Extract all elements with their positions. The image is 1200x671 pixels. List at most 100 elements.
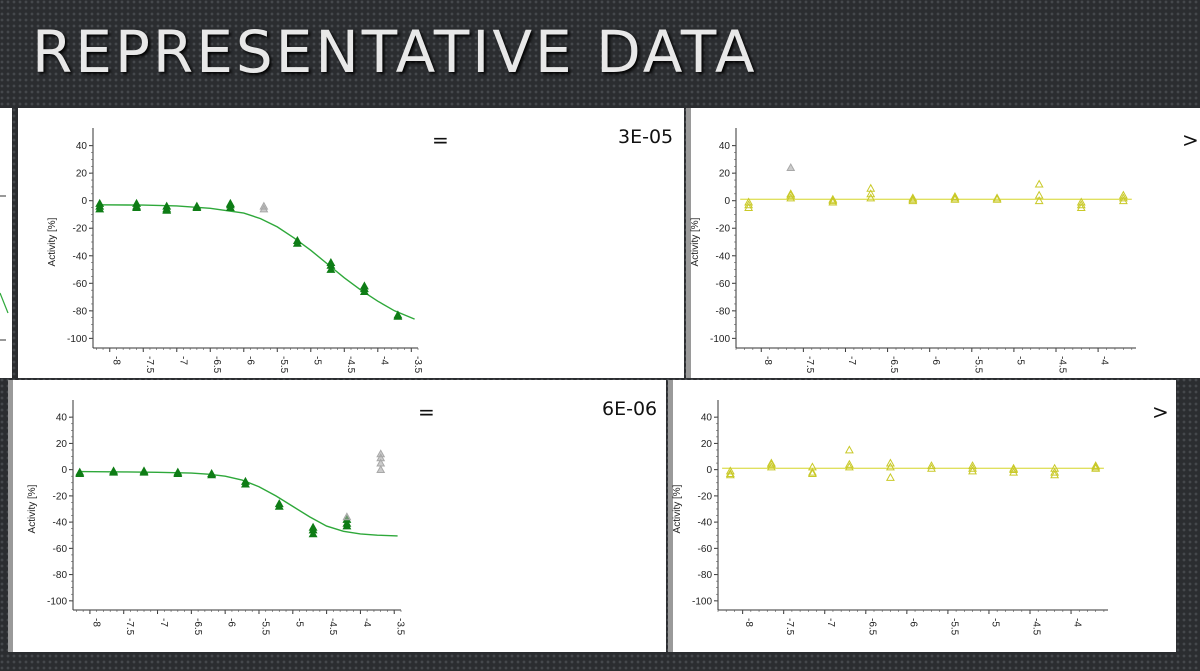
dose-response-chart-top-right: 40 20 0 -20 -40 -60 -80 -100 -8 -7.5 -7 -6.5 -6 -5.5 -… (690, 128, 1136, 374)
x-tick-label: -4 (378, 356, 389, 365)
x-tick-label: -4.5 (1031, 618, 1042, 636)
data-point (225, 202, 235, 211)
y-axis-label: Activity [%] (47, 217, 58, 266)
data-point (109, 467, 119, 476)
y-tick-label: 20 (56, 439, 68, 450)
x-tick-label: -5.5 (259, 618, 270, 636)
data-point (744, 202, 754, 211)
data-point (766, 462, 776, 471)
data-point (1034, 179, 1044, 188)
data-point (927, 463, 936, 472)
x-tick-label: -6.5 (211, 356, 222, 374)
data-point (192, 202, 202, 211)
y-tick-label: 20 (76, 169, 88, 180)
x-tick-label: -3.5 (412, 356, 423, 374)
data-point (207, 470, 217, 479)
x-tick-label: -6 (226, 618, 237, 627)
y-tick-label: -100 (710, 334, 730, 345)
y-tick-label: 20 (719, 169, 731, 180)
data-point (908, 193, 918, 202)
data-point (766, 459, 776, 468)
data-point (844, 462, 854, 471)
x-tick-label: -7.5 (144, 356, 155, 374)
data-point (1091, 462, 1101, 471)
y-tick-label: -100 (67, 334, 87, 345)
data-point (162, 205, 172, 214)
data-point (807, 467, 817, 476)
data-point (744, 200, 754, 209)
data-point (807, 462, 817, 471)
x-tick-label: -8 (762, 356, 773, 365)
data-point (1118, 190, 1128, 199)
data-point (866, 193, 876, 202)
data-point (1050, 467, 1060, 476)
x-tick-label: -6.5 (888, 356, 899, 374)
y-tick-label: 0 (706, 465, 712, 476)
x-tick-label: -3.5 (395, 618, 406, 636)
x-tick-label: -5 (311, 356, 322, 365)
annotation-greater-than: > (1182, 128, 1199, 152)
data-point (885, 458, 895, 467)
data-point (308, 529, 318, 538)
x-tick-label: -6 (244, 356, 255, 365)
x-tick-label: -7 (846, 356, 857, 365)
data-point (968, 466, 977, 475)
data-point (139, 467, 149, 476)
y-tick-label: -80 (73, 306, 88, 317)
data-point (132, 202, 142, 211)
data-point (1076, 202, 1086, 211)
data-point (1034, 190, 1044, 199)
data-point (992, 193, 1002, 202)
data-point (866, 183, 876, 192)
data-point (1076, 200, 1086, 209)
x-tick-label: -4.5 (327, 618, 338, 636)
data-point (95, 204, 105, 213)
data-point (885, 472, 895, 481)
data-point (807, 468, 817, 477)
dose-response-chart-bottom-right: 40 20 0 -20 -40 -60 -80 -100 -8 -7.5 -7 -6.5 -6 -5.5 -… (672, 400, 1108, 636)
x-tick-label: -7.5 (784, 618, 795, 636)
x-tick-label: -7.5 (124, 618, 135, 636)
data-point (326, 264, 336, 273)
y-tick-label: -100 (47, 596, 67, 607)
x-tick-label: -6.5 (866, 618, 877, 636)
x-tick-label: -5.5 (278, 356, 289, 374)
x-tick-label: -4 (361, 618, 372, 627)
excluded-data-point (376, 465, 386, 474)
data-point (292, 238, 302, 247)
data-point (1009, 465, 1019, 474)
y-tick-label: -40 (698, 518, 713, 529)
left-sliver-panel (0, 108, 12, 378)
data-point (844, 445, 854, 454)
data-point (359, 286, 369, 295)
x-tick-label: -5.5 (948, 618, 959, 636)
x-tick-label: -5 (989, 618, 1000, 627)
annotation-equals: = (418, 400, 435, 424)
y-tick-label: -20 (716, 224, 731, 235)
fit-curve (79, 470, 398, 537)
y-tick-label: 40 (701, 413, 713, 424)
x-tick-label: -8 (110, 356, 121, 365)
y-tick-label: -60 (53, 544, 68, 555)
y-tick-label: -20 (53, 491, 68, 502)
data-point (725, 466, 735, 475)
x-tick-label: -4 (1099, 356, 1110, 365)
dose-response-chart-bottom-left: 40 20 0 -20 -40 -60 -80 -100 -8 -7.5 -7 -6.5 -6 -5.5 -… (27, 400, 406, 636)
chart-panel-bottom-left: 40 20 0 -20 -40 -60 -80 -100 -8 -7.5 -7 -6.5 -6 -5.5 -… (8, 380, 666, 652)
chart-panel-bottom-right: 40 20 0 -20 -40 -60 -80 -100 -8 -7.5 -7 -6.5 -6 -5.5 -… (668, 380, 1176, 652)
x-tick-label: -4.5 (1057, 356, 1068, 374)
data-point (173, 468, 183, 477)
y-tick-label: -40 (73, 251, 88, 262)
data-point (342, 521, 352, 530)
data-point (950, 191, 960, 200)
slide-title: REPRESENTATIVE DATA (32, 18, 758, 86)
potency-value: 6E-06 (602, 398, 658, 420)
data-point (274, 501, 284, 510)
data-point (725, 468, 735, 477)
y-tick-label: -100 (692, 596, 712, 607)
data-point (968, 463, 977, 472)
y-tick-label: 40 (719, 141, 731, 152)
data-point (1091, 463, 1101, 472)
sliver-plot (0, 195, 9, 341)
potency-value: 3E-05 (618, 126, 674, 148)
